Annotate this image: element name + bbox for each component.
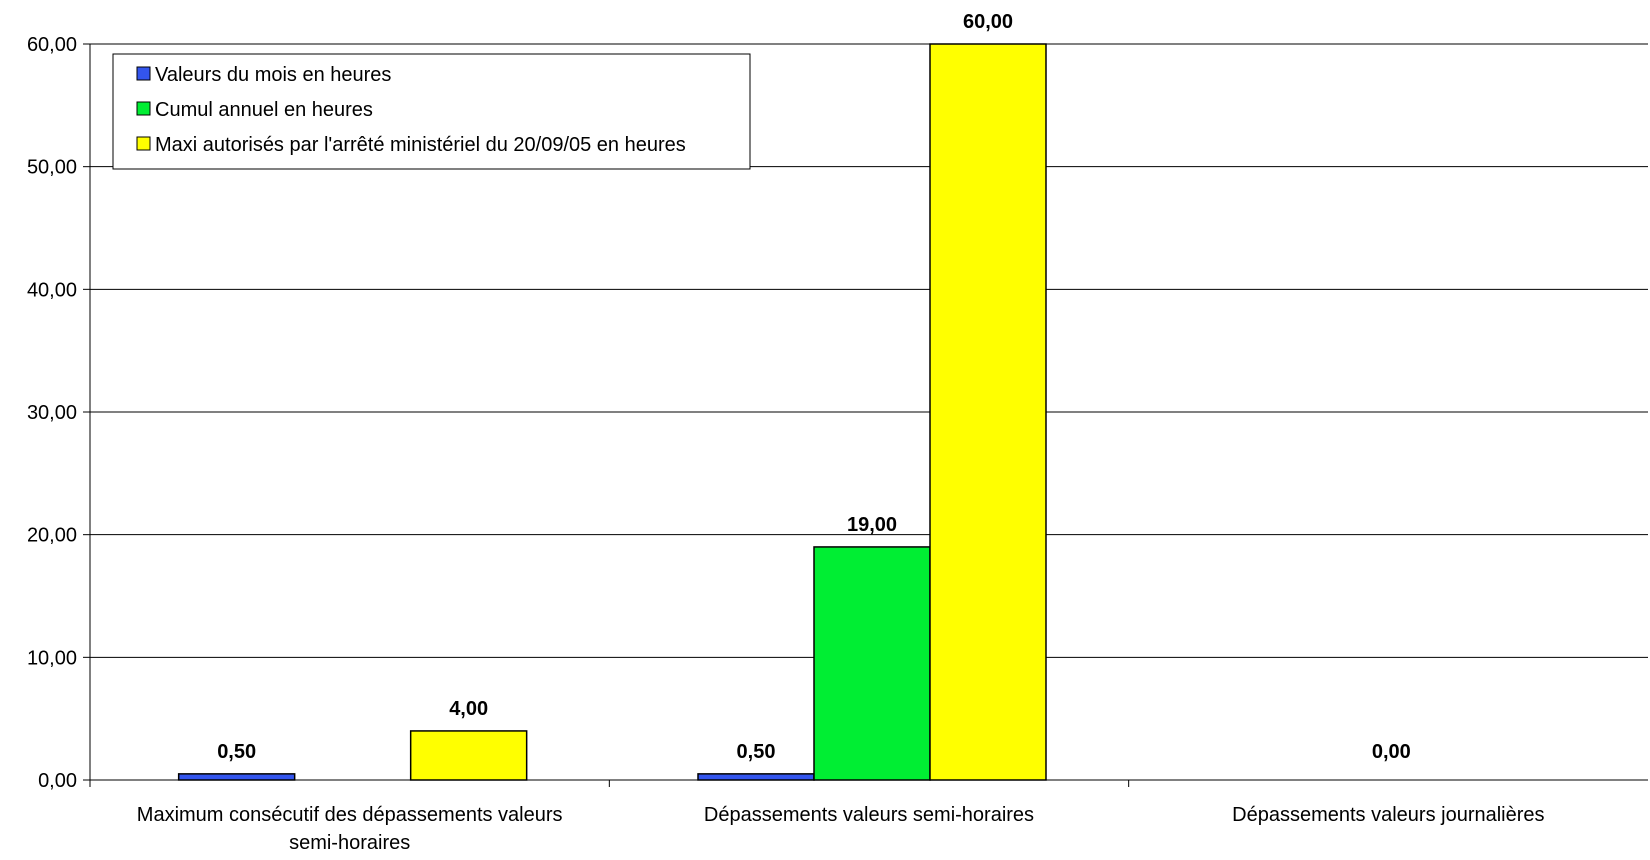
legend: Valeurs du mois en heures Cumul annuel en… <box>112 53 751 170</box>
y-tick-label: 10,00 <box>27 647 77 669</box>
data-label: 0,00 <box>1372 741 1411 763</box>
y-tick-label: 20,00 <box>27 525 77 547</box>
category-label: Maximum consécutif des dépassements vale… <box>137 804 563 854</box>
data-label: 0,50 <box>737 741 776 763</box>
data-labels: 0,50 0,50 19,00 0,00 4,00 60,00 <box>217 11 1411 763</box>
legend-swatch <box>136 101 151 116</box>
legend-label: Maxi autorisés par l'arrêté ministériel … <box>155 134 686 156</box>
axes: 0,00 10,00 20,00 30,00 40,00 50,00 60,00 Maximu… <box>27 34 1648 854</box>
y-tick-label: 30,00 <box>27 402 77 424</box>
bar <box>409 730 528 781</box>
bars <box>177 43 1047 781</box>
legend-swatch <box>136 66 151 81</box>
legend-label: Valeurs du mois en heures <box>155 64 391 86</box>
y-tick-label: 60,00 <box>27 34 77 56</box>
bar <box>929 43 1047 781</box>
y-tick-label: 0,00 <box>38 770 77 792</box>
data-label: 4,00 <box>449 698 488 720</box>
bar <box>697 773 815 781</box>
category-label: Dépassements valeurs semi-horaires <box>704 804 1034 826</box>
data-label: 0,50 <box>217 741 256 763</box>
y-tick-label: 40,00 <box>27 279 77 301</box>
bar <box>177 773 296 781</box>
y-tick-label: 50,00 <box>27 157 77 179</box>
category-label: Dépassements valeurs journalières <box>1232 804 1544 826</box>
bar <box>813 546 931 781</box>
legend-label: Cumul annuel en heures <box>155 99 373 121</box>
legend-box <box>112 53 751 170</box>
data-label: 19,00 <box>847 514 897 536</box>
legend-swatch <box>136 136 151 151</box>
data-label: 60,00 <box>963 11 1013 33</box>
